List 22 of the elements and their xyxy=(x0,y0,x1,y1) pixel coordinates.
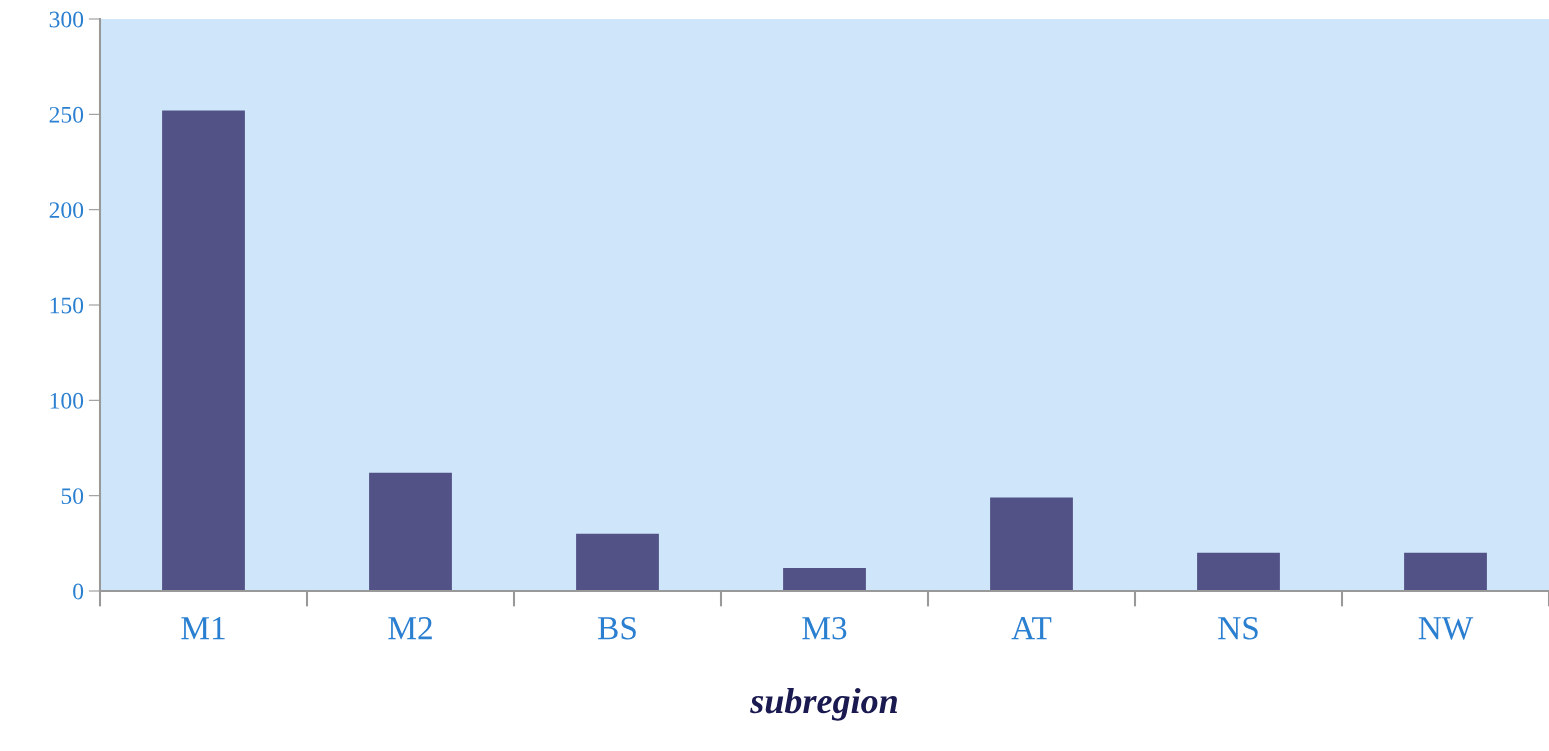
bar xyxy=(369,472,452,591)
x-tick-label: M3 xyxy=(802,617,847,640)
bar xyxy=(783,568,866,591)
x-tick-label: BS xyxy=(598,617,636,640)
y-tick-label: 150 xyxy=(50,297,84,314)
x-tick-label: M2 xyxy=(388,617,432,640)
y-tick-label: 100 xyxy=(50,392,84,409)
y-tick-label: 0 xyxy=(73,583,84,600)
bar xyxy=(1404,552,1487,591)
bar xyxy=(576,533,659,591)
x-tick-label: M1 xyxy=(181,617,225,640)
y-tick-label: 200 xyxy=(49,202,84,219)
y-tick-label: 250 xyxy=(49,106,84,123)
bar xyxy=(1197,552,1280,591)
x-axis-title: subregion xyxy=(750,687,897,721)
bar xyxy=(162,110,245,591)
x-tick-label: NW xyxy=(1418,617,1474,640)
x-tick-label: AT xyxy=(1011,617,1052,640)
y-tick-label: 50 xyxy=(61,488,84,505)
x-tick-label: NS xyxy=(1218,617,1258,640)
y-tick-label: 300 xyxy=(49,11,84,28)
bar xyxy=(990,497,1073,591)
